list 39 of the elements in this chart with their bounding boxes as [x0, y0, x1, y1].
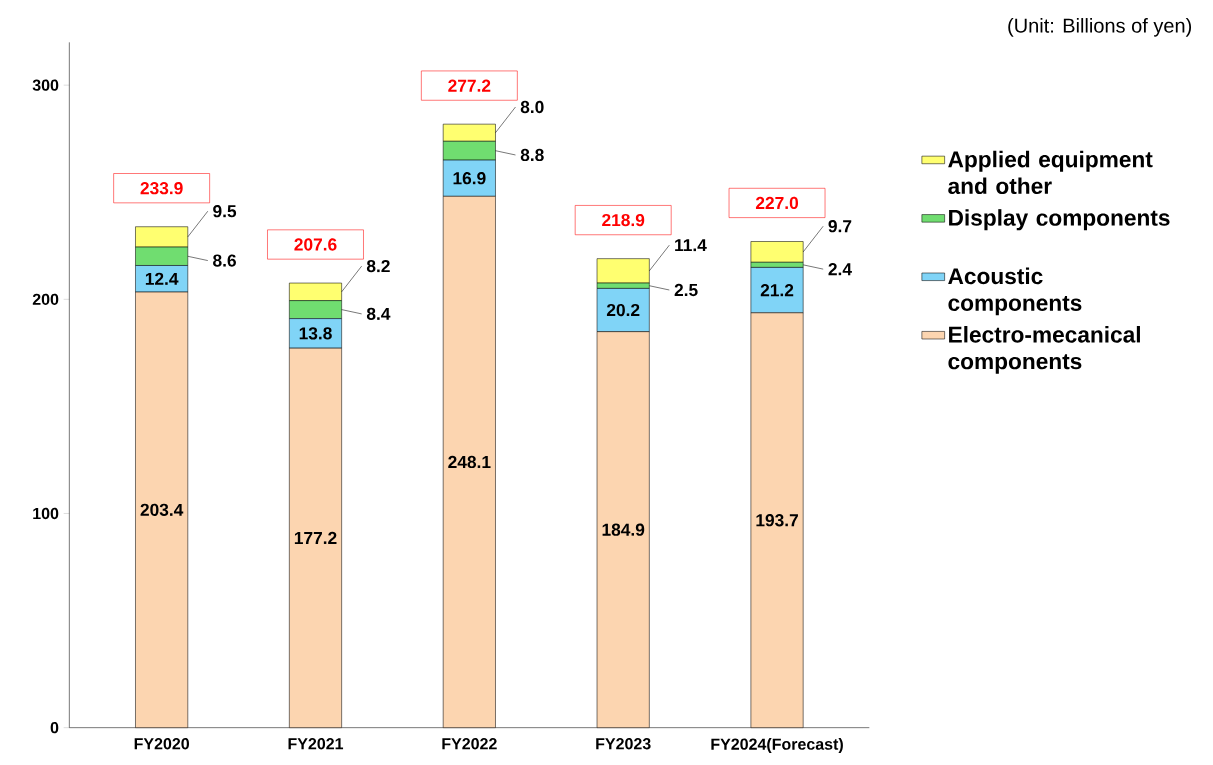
data-label: 2.5 — [674, 283, 698, 297]
annotation: 218.9 — [602, 213, 645, 227]
x-tick-label: FY2024(Forecast) — [711, 738, 843, 753]
x-tick-label: FY2020 — [134, 738, 189, 750]
data-label: 16.9 — [453, 172, 486, 185]
data-label: 177.2 — [294, 531, 337, 544]
x-tick-label: FY2021 — [288, 738, 344, 750]
y-tick-label: 0 — [50, 722, 59, 734]
legend-label: Display components — [949, 209, 1170, 231]
x-tick-label: FY2022 — [442, 738, 497, 750]
annotation: 227.0 — [755, 196, 799, 210]
data-label: 8.2 — [366, 259, 390, 273]
y-tick-label: 100 — [33, 507, 59, 520]
data-label: 203.4 — [140, 503, 184, 516]
legend-label: Applied equipment and other — [948, 150, 1153, 195]
annotation: 233.9 — [140, 182, 183, 195]
y-tick-label: 300 — [32, 79, 59, 91]
data-label: 9.7 — [828, 220, 852, 233]
data-label: 193.7 — [756, 514, 798, 527]
legend-label: Acoustic components — [948, 267, 1082, 316]
data-label: 8.0 — [520, 100, 544, 114]
data-label: 8.4 — [366, 307, 391, 321]
data-label: 2.4 — [828, 263, 852, 276]
data-label: 184.9 — [602, 523, 645, 536]
y-tick-label: 200 — [32, 293, 59, 305]
text: (Unit: Billions of yen) — [1008, 18, 1192, 37]
annotation: 207.6 — [294, 238, 337, 251]
data-label: 11.4 — [675, 239, 707, 252]
annotation: 277.2 — [448, 79, 491, 92]
data-label: 8.6 — [213, 254, 236, 267]
data-label: 248.1 — [448, 455, 491, 469]
data-label: 9.5 — [213, 205, 237, 218]
legend-label: Electro-mecanical components — [948, 326, 1140, 374]
data-label: 12.4 — [145, 272, 179, 285]
data-label: 8.8 — [520, 148, 544, 162]
data-label: 20.2 — [606, 303, 640, 317]
x-tick-label: FY2023 — [596, 738, 651, 750]
data-label: 21.2 — [760, 284, 794, 297]
data-label: 13.8 — [299, 327, 332, 340]
